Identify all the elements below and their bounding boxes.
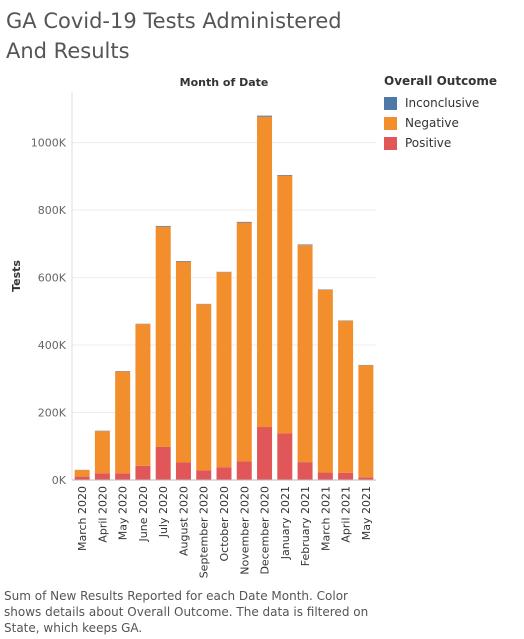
y-tick-label: 1000K (31, 137, 67, 150)
x-tick-label: April 2020 (96, 486, 109, 543)
x-tick-label: December 2020 (259, 486, 272, 575)
bar-positive[interactable] (257, 427, 273, 480)
x-tick-label: July 2020 (157, 486, 170, 538)
bar-inconclusive[interactable] (257, 115, 273, 117)
legend-swatch (384, 116, 397, 130)
bar-inconclusive[interactable] (297, 244, 313, 246)
x-tick-label: August 2020 (177, 486, 190, 556)
bar-inconclusive[interactable] (175, 261, 191, 262)
y-tick-label: 400K (38, 339, 67, 352)
y-tick-label: 0K (52, 474, 67, 487)
legend-label: Inconclusive (405, 96, 480, 110)
chart-caption: Sum of New Results Reported for each Dat… (4, 589, 369, 635)
x-tick-label: February 2021 (299, 486, 312, 566)
bar-negative[interactable] (257, 116, 273, 428)
bar-negative[interactable] (277, 175, 293, 434)
bar-negative[interactable] (155, 226, 171, 447)
legend-label: Positive (405, 136, 452, 150)
bar-negative[interactable] (358, 365, 374, 478)
bar-negative[interactable] (196, 304, 212, 471)
x-tick-label: September 2020 (198, 486, 211, 578)
legend-swatch (384, 136, 397, 150)
legend-swatch (384, 96, 397, 110)
bar-inconclusive[interactable] (236, 221, 252, 223)
bar-inconclusive[interactable] (277, 174, 293, 176)
bar-positive[interactable] (175, 462, 191, 480)
chart-title: GA Covid-19 Tests Administered And Resul… (6, 9, 342, 63)
legend-title: Overall Outcome (384, 74, 498, 88)
x-tick-label: April 2021 (340, 486, 353, 543)
bar-inconclusive[interactable] (155, 225, 171, 227)
y-axis-title: Tests (10, 260, 23, 292)
bar-negative[interactable] (338, 320, 354, 473)
legend: Overall Outcome Inconclusive Negative Posi… (384, 74, 520, 153)
bar-negative[interactable] (297, 245, 313, 463)
bar-negative[interactable] (216, 272, 232, 468)
x-tick-label: November 2020 (238, 486, 251, 575)
x-tick-label: May 2020 (117, 486, 130, 540)
bar-positive[interactable] (236, 461, 252, 480)
bar-positive[interactable] (115, 473, 131, 480)
x-tick-label: March 2020 (76, 486, 89, 551)
x-tick-label: March 2021 (319, 486, 332, 551)
x-tick-label: January 2021 (279, 486, 292, 560)
bar-positive[interactable] (297, 462, 313, 480)
bar-negative[interactable] (135, 324, 151, 466)
bar-positive[interactable] (74, 476, 90, 480)
y-tick-label: 800K (38, 204, 67, 217)
y-tick-label: 600K (38, 272, 67, 285)
bar-negative[interactable] (175, 261, 191, 463)
legend-item-negative[interactable]: Negative (384, 113, 520, 133)
bar-negative[interactable] (74, 470, 90, 477)
bar-negative[interactable] (236, 222, 252, 462)
bar-negative[interactable] (317, 289, 333, 473)
x-tick-label: May 2021 (360, 486, 373, 540)
legend-label: Negative (405, 116, 459, 130)
bar-positive[interactable] (277, 433, 293, 480)
y-tick-label: 200K (38, 407, 67, 420)
bar-positive[interactable] (135, 465, 151, 480)
legend-item-positive[interactable]: Positive (384, 133, 520, 153)
bar-positive[interactable] (155, 446, 171, 480)
bars (74, 115, 374, 480)
axes: 0K 200K 400K 600K 800K 1000K Tests Month of Dat… (10, 76, 376, 578)
bar-negative[interactable] (94, 431, 110, 474)
bar-positive[interactable] (317, 472, 333, 480)
top-axis-title: Month of Date (180, 76, 269, 89)
legend-item-inconclusive[interactable]: Inconclusive (384, 93, 520, 113)
bar-positive[interactable] (338, 472, 354, 480)
chart: 0K 200K 400K 600K 800K 1000K Tests Month of Dat… (10, 76, 376, 578)
bar-positive[interactable] (196, 470, 212, 480)
x-tick-label: October 2020 (218, 486, 231, 562)
bar-positive[interactable] (216, 467, 232, 480)
bar-positive[interactable] (358, 477, 374, 480)
bar-positive[interactable] (94, 473, 110, 480)
x-tick-label: June 2020 (137, 486, 150, 542)
bar-negative[interactable] (115, 371, 131, 474)
